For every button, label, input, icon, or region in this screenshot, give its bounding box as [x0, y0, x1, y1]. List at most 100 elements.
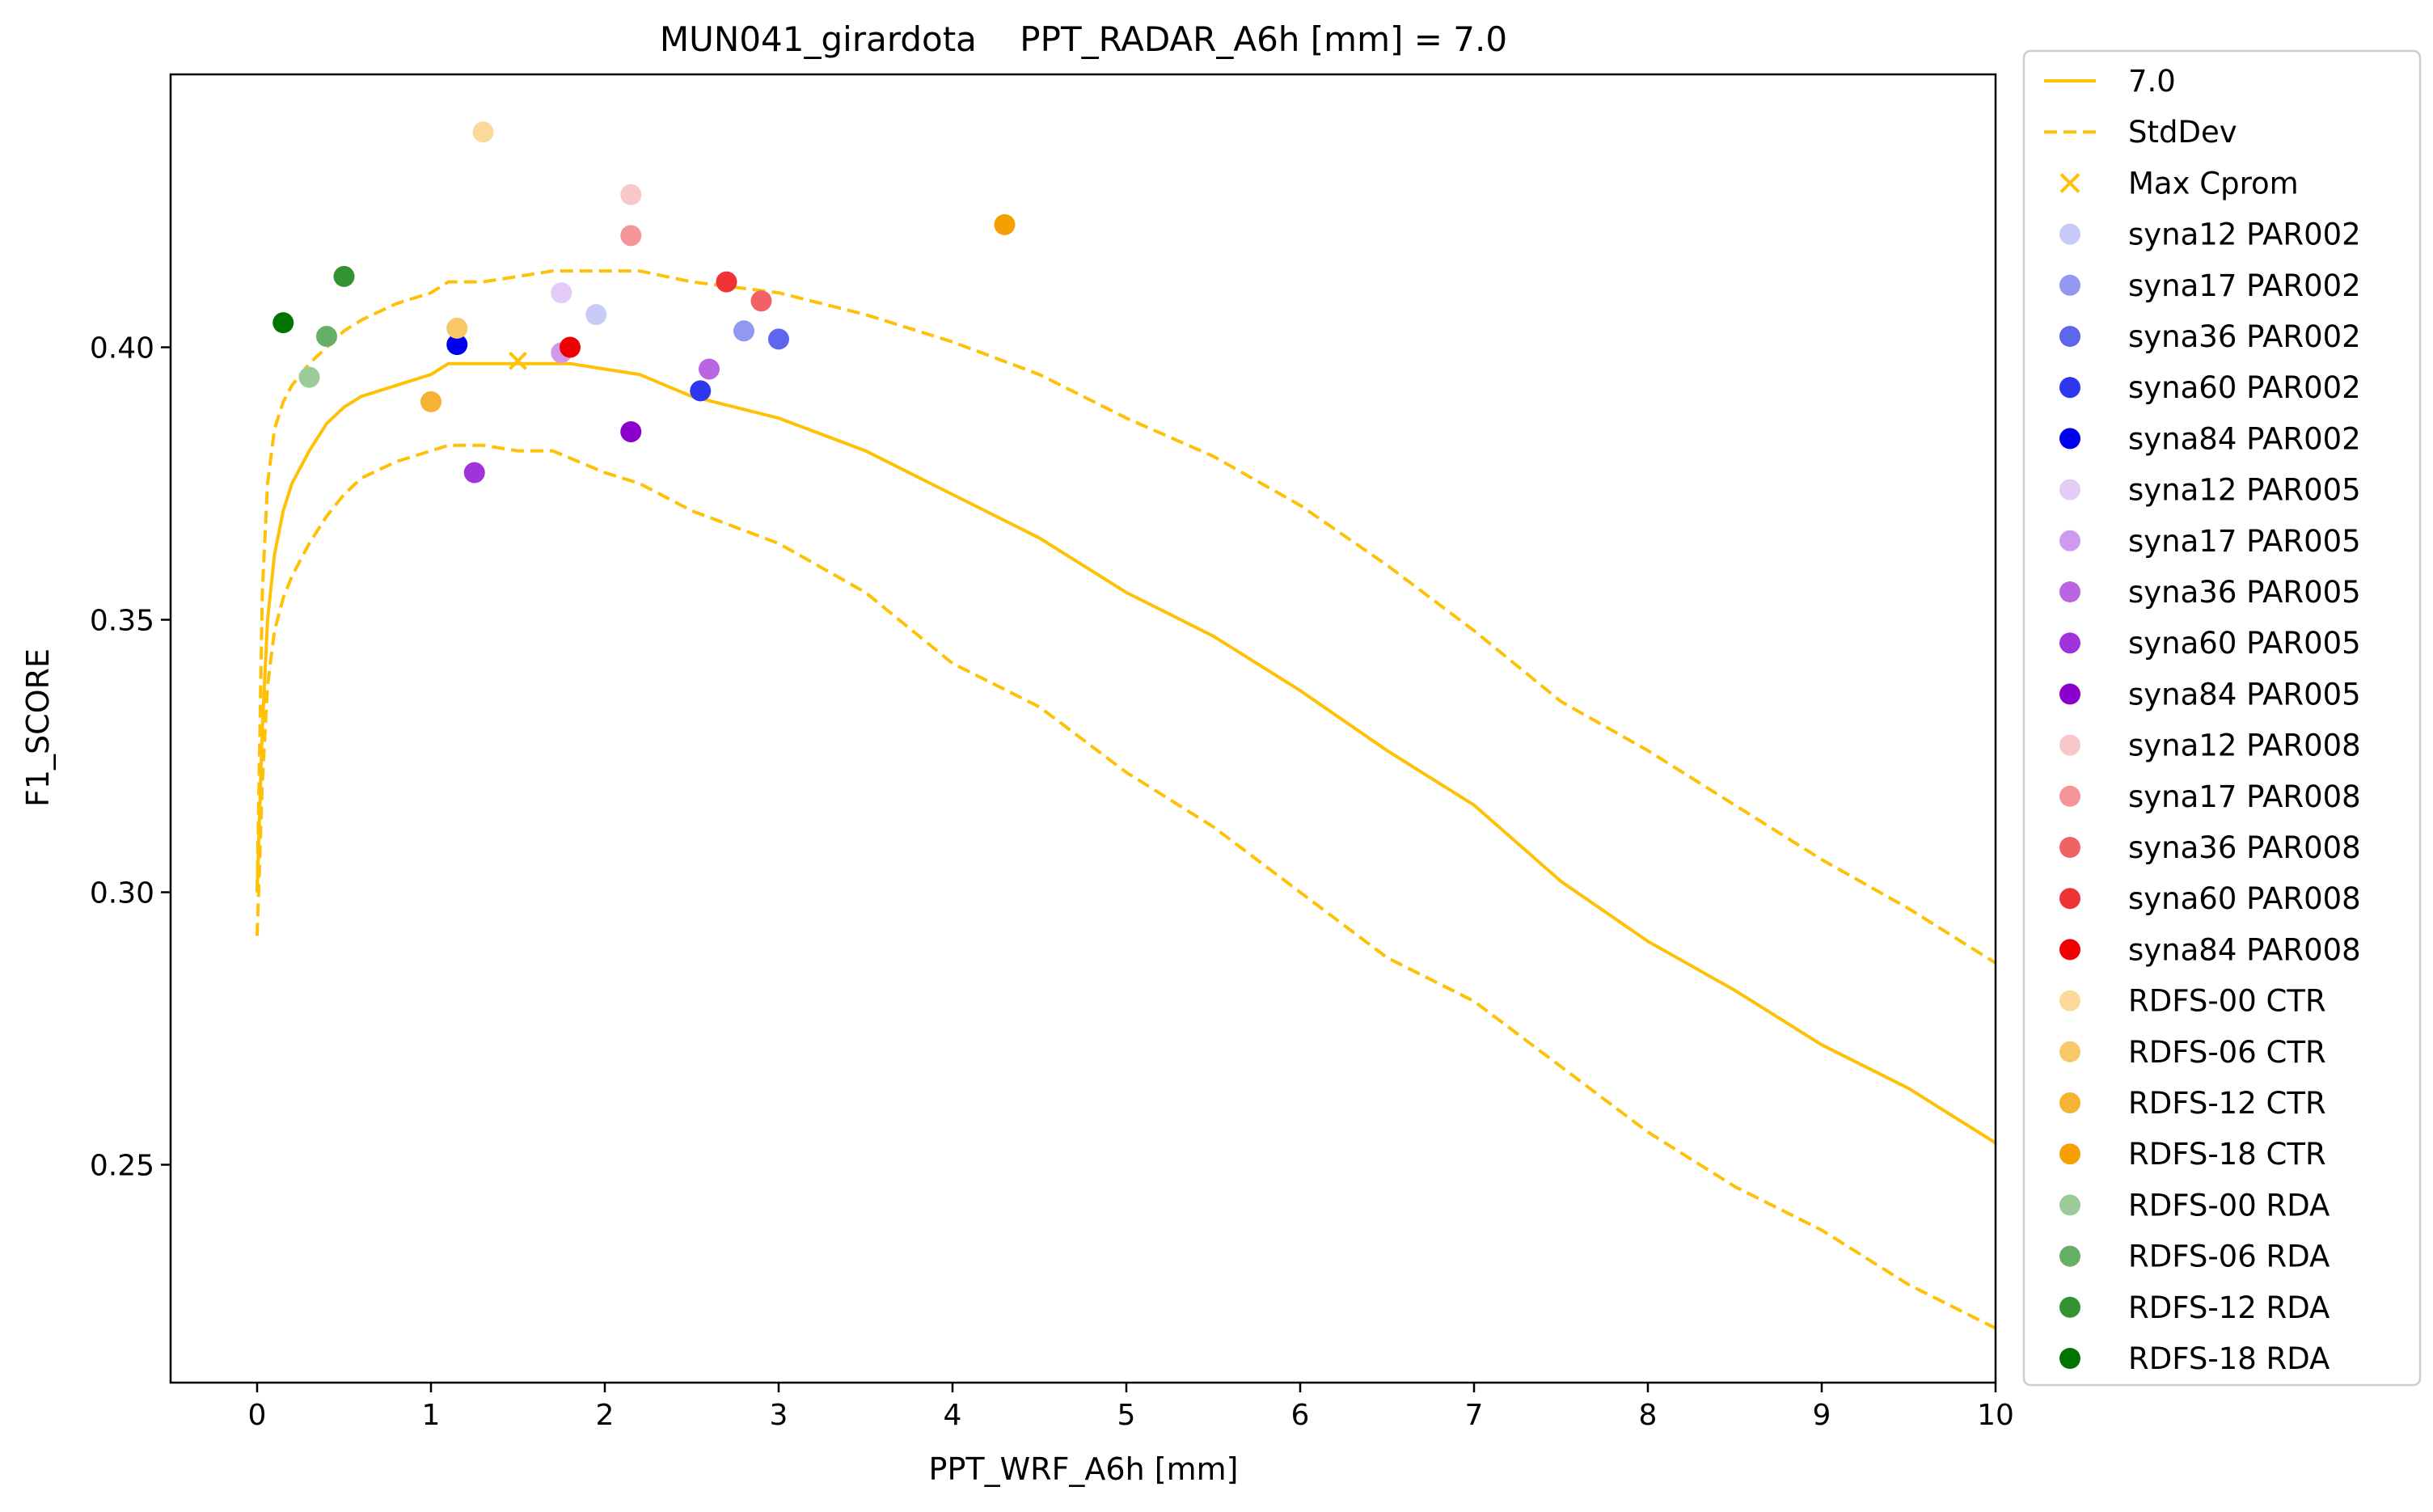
legend-label: syna12 PAR002 — [2128, 218, 2361, 252]
legend-label: syna17 PAR005 — [2128, 524, 2361, 559]
x-tick-label: 2 — [596, 1399, 615, 1432]
mean-curve-line — [256, 361, 1997, 1145]
point-syna84-par002 — [446, 334, 468, 356]
legend-symbol-dot — [2059, 1092, 2080, 1113]
point-syna36-par002 — [768, 328, 789, 350]
legend-label: syna36 PAR005 — [2128, 575, 2361, 610]
point-rdfs-12-ctr — [420, 391, 441, 412]
stddev-upper-line — [256, 269, 1997, 965]
point-syna17-par002 — [733, 320, 754, 342]
legend-label: syna12 PAR008 — [2128, 729, 2361, 763]
legend-label: syna60 PAR005 — [2128, 626, 2361, 661]
point-syna60-par005 — [463, 462, 485, 484]
point-syna60-par002 — [690, 380, 712, 402]
y-tick-label: 0.35 — [90, 605, 154, 638]
legend-label: syna60 PAR008 — [2128, 881, 2361, 916]
legend-label: syna36 PAR002 — [2128, 319, 2361, 354]
legend-label: RDFS-18 RDA — [2128, 1341, 2330, 1376]
legend-label: RDFS-12 CTR — [2128, 1086, 2326, 1121]
legend-symbol-dot — [2059, 837, 2080, 858]
y-axis-label: F1_SCORE — [20, 648, 56, 807]
point-rdfs-00-ctr — [472, 121, 494, 143]
legend-label: syna36 PAR008 — [2128, 830, 2361, 865]
legend-symbol-dot — [2059, 428, 2080, 450]
point-rdfs-18-rda — [272, 312, 294, 334]
y-tick-label: 0.40 — [90, 332, 154, 365]
legend-symbol-dot — [2059, 326, 2080, 347]
x-tick-label: 10 — [1977, 1399, 2014, 1432]
legend-symbol-dot — [2059, 1143, 2080, 1165]
legend-label: syna17 PAR008 — [2128, 779, 2361, 814]
legend-symbol-dot — [2059, 1041, 2080, 1062]
legend-symbol-dot — [2059, 939, 2080, 961]
legend-label: RDFS-06 RDA — [2128, 1240, 2330, 1274]
legend-label: RDFS-06 CTR — [2128, 1035, 2326, 1070]
x-tick-label: 9 — [1813, 1399, 1831, 1432]
legend: 7.0 StdDev Max Cprom syna12 PAR002 syna17 PA… — [2022, 49, 2422, 1387]
legend-label: 7.0 — [2128, 64, 2176, 99]
point-syna60-par008 — [716, 271, 737, 293]
point-rdfs-06-rda — [316, 326, 337, 348]
point-syna36-par008 — [750, 290, 772, 312]
x-tick-label: 3 — [770, 1399, 788, 1432]
legend-label: StdDev — [2128, 115, 2237, 150]
legend-label: syna17 PAR002 — [2128, 268, 2361, 303]
legend-label: RDFS-18 CTR — [2128, 1137, 2326, 1172]
plot-area — [256, 121, 1997, 1330]
legend-symbol-x — [2059, 172, 2080, 193]
x-tick-label: 1 — [422, 1399, 441, 1432]
legend-symbol-dot — [2059, 1348, 2080, 1369]
point-syna12-par002 — [585, 304, 607, 326]
point-syna36-par005 — [699, 358, 720, 380]
x-axis: 0 1 2 3 4 5 6 7 8 9 10 — [248, 1383, 2014, 1432]
point-syna12-par008 — [620, 184, 642, 205]
legend-symbol-dot — [2059, 1296, 2080, 1318]
legend-symbol-dot — [2059, 530, 2080, 551]
chart-title: MUN041_girardota PPT_RADAR_A6h [mm] = 7.… — [660, 19, 1507, 59]
legend-label: RDFS-00 RDA — [2128, 1188, 2330, 1223]
legend-symbol-dot — [2059, 888, 2080, 910]
legend-box — [2022, 49, 2422, 1387]
y-axis: 0.25 0.30 0.35 0.40 — [90, 332, 171, 1183]
x-tick-label: 5 — [1117, 1399, 1136, 1432]
y-tick-label: 0.25 — [90, 1150, 154, 1183]
point-rdfs-12-rda — [333, 265, 355, 287]
legend-label: Max Cprom — [2128, 166, 2299, 201]
plot-frame — [169, 73, 1997, 1384]
point-syna17-par008 — [620, 225, 642, 247]
legend-symbol-dot — [2059, 274, 2080, 296]
point-rdfs-00-rda — [298, 366, 320, 388]
legend-symbol-dot — [2059, 581, 2080, 602]
stddev-lower-line — [256, 443, 1996, 1330]
legend-label: RDFS-00 CTR — [2128, 984, 2326, 1019]
legend-symbol-dot — [2059, 632, 2080, 654]
x-tick-label: 7 — [1465, 1399, 1484, 1432]
x-tick-label: 6 — [1291, 1399, 1310, 1432]
x-tick-label: 4 — [944, 1399, 962, 1432]
x-tick-label: 0 — [248, 1399, 267, 1432]
point-rdfs-06-ctr — [446, 317, 468, 339]
legend-symbol-dot — [2059, 1245, 2080, 1267]
legend-symbol-dot — [2059, 683, 2080, 705]
legend-label: syna84 PAR008 — [2128, 932, 2361, 967]
legend-label: syna12 PAR005 — [2128, 473, 2361, 508]
legend-label: syna84 PAR005 — [2128, 677, 2361, 712]
legend-symbol-dot — [2059, 479, 2080, 500]
point-syna84-par005 — [620, 420, 642, 442]
legend-symbol-dot — [2059, 734, 2080, 756]
max-cprom-marker — [509, 351, 527, 370]
x-tick-label: 8 — [1639, 1399, 1658, 1432]
y-tick-label: 0.30 — [90, 877, 154, 910]
legend-label: syna60 PAR002 — [2128, 370, 2361, 405]
point-rdfs-18-ctr — [994, 213, 1016, 235]
point-syna12-par005 — [551, 282, 572, 304]
x-axis-label: PPT_WRF_A6h [mm] — [929, 1451, 1239, 1487]
legend-symbol-dot — [2059, 990, 2080, 1012]
legend-symbol-dot — [2059, 223, 2080, 245]
legend-symbol-dot — [2059, 377, 2080, 399]
legend-symbol-dot — [2059, 1194, 2080, 1216]
legend-label: RDFS-12 RDA — [2128, 1290, 2330, 1325]
point-syna84-par008 — [560, 336, 581, 358]
legend-symbol-dot — [2059, 785, 2080, 807]
